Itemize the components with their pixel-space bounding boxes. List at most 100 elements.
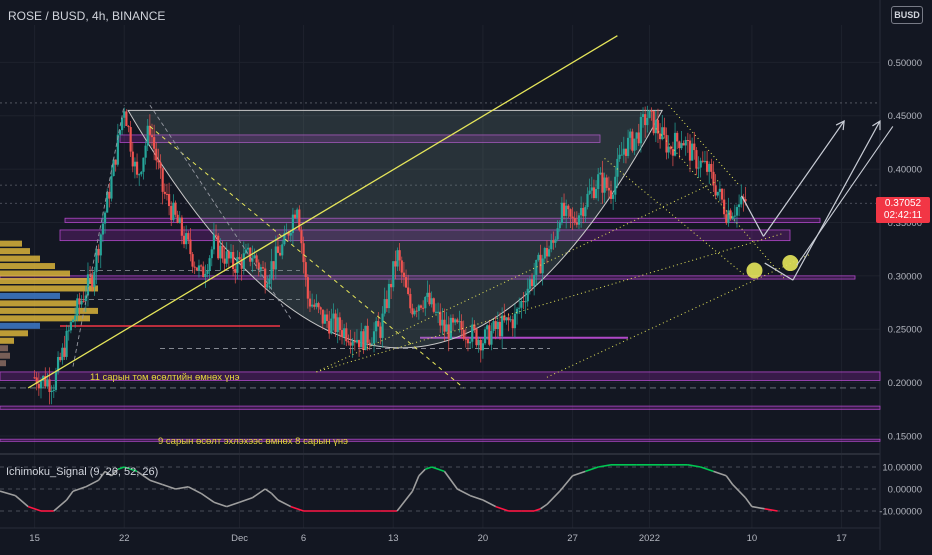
dashed-connector xyxy=(72,104,125,367)
candle-body xyxy=(509,319,512,321)
candle-body xyxy=(274,246,277,270)
signal-segment xyxy=(751,505,765,510)
signal-segment xyxy=(456,488,471,497)
candle-body xyxy=(518,307,521,309)
time-axis[interactable]: 15 22 Dec 6 13 20 27 2022 10 17 xyxy=(29,533,847,544)
candle-body xyxy=(597,174,600,190)
time-tick-label: 17 xyxy=(836,533,847,544)
candle-body xyxy=(95,248,98,272)
candle-body xyxy=(439,311,442,326)
candle-body xyxy=(594,189,598,198)
candle-body xyxy=(699,160,702,168)
candle-body xyxy=(33,377,36,379)
currency-button[interactable]: BUSD xyxy=(891,6,923,24)
time-tick-label: 2022 xyxy=(639,533,660,544)
candle-body xyxy=(355,339,359,343)
candle-body xyxy=(63,347,66,357)
candle-body xyxy=(229,251,233,259)
candle-body xyxy=(227,251,230,259)
volume-bar xyxy=(0,248,30,255)
signal-segment xyxy=(585,466,599,473)
candle-body xyxy=(481,343,485,351)
candle-body xyxy=(189,239,192,255)
candle-body xyxy=(255,255,258,263)
candle-body xyxy=(545,247,549,257)
candle-body xyxy=(108,191,111,199)
candle-body xyxy=(381,313,384,338)
price-axis[interactable]: 0.50000 0.45000 0.40000 0.35000 0.30000 0.250… xyxy=(879,58,922,518)
volume-profile xyxy=(0,240,98,367)
candle-body xyxy=(88,274,92,276)
candle-body xyxy=(135,161,139,175)
candle-body xyxy=(688,140,692,161)
candle-body xyxy=(366,325,369,343)
candle-body xyxy=(560,202,564,223)
signal-segment xyxy=(443,470,458,490)
candle-body xyxy=(187,233,190,240)
candle-body xyxy=(321,309,324,324)
candle-body xyxy=(176,214,179,224)
candle-body xyxy=(727,210,730,224)
candle-body xyxy=(357,339,361,348)
candle-body xyxy=(313,304,316,307)
signal-segment xyxy=(117,466,125,470)
candle-body xyxy=(202,266,205,278)
candle-body xyxy=(505,317,508,321)
volume-bar xyxy=(0,322,40,329)
signal-segment xyxy=(0,490,16,497)
time-tick-label: 6 xyxy=(301,533,306,544)
candle-body xyxy=(146,125,149,146)
zone-band xyxy=(0,275,856,280)
candle-body xyxy=(223,258,226,264)
candle-body xyxy=(607,187,610,191)
signal-segment xyxy=(14,494,29,508)
price-tick-label: 0.30000 xyxy=(888,271,922,282)
candle-body xyxy=(246,247,250,250)
candle-body xyxy=(624,148,628,156)
candle-body xyxy=(204,273,207,278)
target-circle xyxy=(782,255,799,272)
candle-body xyxy=(50,390,53,392)
candle-body xyxy=(52,389,55,391)
candles xyxy=(33,105,747,405)
candle-body xyxy=(289,232,292,236)
candle-body xyxy=(325,314,329,322)
candle-body xyxy=(54,371,58,390)
candle-body xyxy=(569,209,572,217)
candle-body xyxy=(522,300,525,303)
candle-body xyxy=(708,163,711,172)
candle-body xyxy=(622,148,625,155)
candle-body xyxy=(103,212,107,224)
candle-body xyxy=(317,303,320,308)
candle-body xyxy=(582,207,585,217)
signal-segment xyxy=(65,490,74,501)
candle-body xyxy=(680,143,683,149)
zone-band xyxy=(64,217,821,223)
candle-body xyxy=(236,257,239,273)
horizontal-zones xyxy=(0,102,881,442)
candle-body xyxy=(469,341,472,344)
candle-body xyxy=(97,248,100,256)
candle-body xyxy=(678,141,681,149)
candle-body xyxy=(368,342,371,345)
candle-body xyxy=(498,321,502,337)
candle-body xyxy=(409,294,412,309)
candle-body xyxy=(392,261,395,288)
signal-segment xyxy=(418,468,426,477)
signal-segment xyxy=(162,483,176,490)
candle-body xyxy=(185,233,188,245)
signal-segment xyxy=(226,501,240,508)
candle-body xyxy=(270,261,273,279)
candle-body xyxy=(170,206,173,220)
candle-body xyxy=(535,259,538,275)
projection-arrow xyxy=(762,120,845,237)
candle-body xyxy=(644,114,647,126)
candle-body xyxy=(351,341,354,346)
candle-body xyxy=(631,131,634,151)
signal-segment xyxy=(270,492,279,501)
candle-body xyxy=(238,257,241,260)
signal-segment xyxy=(239,497,253,503)
signal-tick-label: -10.00000 xyxy=(879,507,922,518)
